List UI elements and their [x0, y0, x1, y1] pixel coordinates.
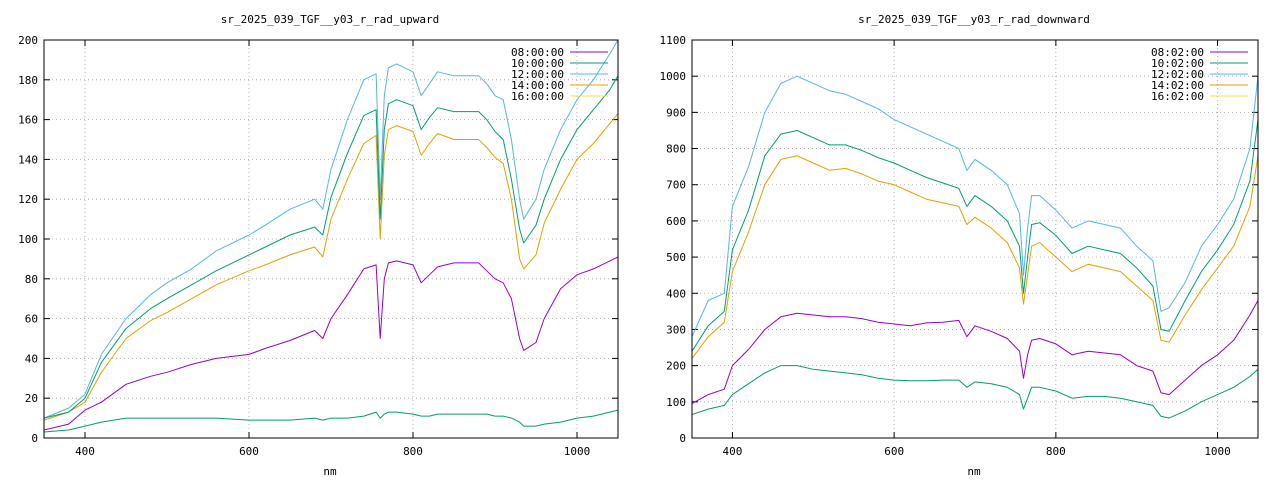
chart-title: sr_2025_039_TGF__y03_r_rad_downward: [858, 13, 1090, 26]
series-line: [44, 113, 618, 421]
plot-frame: [691, 39, 1259, 439]
x-tick-label: 800: [1046, 445, 1066, 458]
y-tick-label: 0: [679, 432, 686, 445]
y-tick-label: 80: [25, 273, 38, 286]
x-tick-label: 600: [884, 445, 904, 458]
legend-label: 08:02:00: [1151, 46, 1204, 59]
y-tick-label: 200: [666, 360, 686, 373]
series-line: [44, 40, 618, 419]
series-line: [692, 155, 1258, 359]
x-tick-label: 1000: [564, 445, 591, 458]
y-tick-label: 180: [18, 74, 38, 87]
series-line: [692, 119, 1258, 352]
y-tick-label: 100: [18, 233, 38, 246]
y-tick-label: 400: [666, 287, 686, 300]
series-line: [44, 256, 618, 431]
series-line: [692, 365, 1258, 419]
y-tick-label: 300: [666, 323, 686, 336]
chart-upward: sr_2025_039_TGF__y03_r_rad_upward nm 0 20…: [18, 13, 619, 478]
x-tick-label: 600: [239, 445, 259, 458]
series-line: [692, 75, 1258, 337]
y-tick-label: 100: [666, 396, 686, 409]
y-tick-label: 60: [25, 313, 38, 326]
y-tick-label: 1100: [660, 34, 687, 47]
y-tick-label: 800: [666, 143, 686, 156]
plot-area: [692, 75, 1258, 419]
y-tick-label: 200: [18, 34, 38, 47]
x-tick-label: 800: [403, 445, 423, 458]
y-tick-label: 140: [18, 153, 38, 166]
legend-label: 10:00:00: [511, 57, 564, 70]
x-axis-label: nm: [967, 465, 981, 478]
y-tick-label: 0: [31, 432, 38, 445]
legend-label: 12:00:00: [511, 68, 564, 81]
y-tick-label: 40: [25, 352, 38, 365]
y-tick-label: 600: [666, 215, 686, 228]
y-tick-label: 900: [666, 106, 686, 119]
y-tick-label: 20: [25, 392, 38, 405]
plot-frame: [43, 39, 619, 439]
legend-label: 12:02:00: [1151, 68, 1204, 81]
series-line: [44, 409, 618, 433]
legend-label: 16:00:00: [511, 90, 564, 103]
x-tick-label: 400: [722, 445, 742, 458]
legend-label: 10:02:00: [1151, 57, 1204, 70]
y-tick-label: 700: [666, 179, 686, 192]
legend-label: 14:00:00: [511, 79, 564, 92]
y-tick-label: 1000: [660, 70, 687, 83]
legend-label: 16:02:00: [1151, 90, 1204, 103]
x-axis-label: nm: [323, 465, 337, 478]
series-line: [692, 300, 1258, 405]
y-tick-label: 160: [18, 114, 38, 127]
series-line: [44, 75, 618, 419]
legend-label: 08:00:00: [511, 46, 564, 59]
plot-area: [44, 40, 618, 433]
x-tick-label: 400: [75, 445, 95, 458]
y-tick-label: 500: [666, 251, 686, 264]
y-tick-label: 120: [18, 193, 38, 206]
chart-title: sr_2025_039_TGF__y03_r_rad_upward: [221, 13, 440, 26]
chart-downward: sr_2025_039_TGF__y03_r_rad_downward nm 0…: [660, 13, 1259, 478]
legend-label: 14:02:00: [1151, 79, 1204, 92]
x-tick-label: 1000: [1204, 445, 1231, 458]
